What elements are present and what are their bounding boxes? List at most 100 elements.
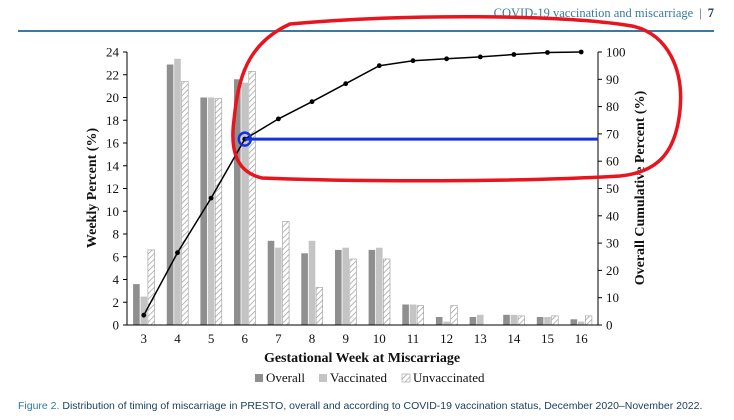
cumulative-point-week-13 xyxy=(477,54,483,60)
legend-label-overall: Overall xyxy=(266,370,305,385)
red-highlight-outline xyxy=(231,14,683,183)
bar-unvaccinated-week-16 xyxy=(584,315,593,326)
cumulative-point-week-3 xyxy=(141,312,147,318)
x-tick-label-13: 13 xyxy=(474,331,487,346)
cumulative-point-week-16 xyxy=(578,49,584,55)
y-tick-label-4: 4 xyxy=(113,272,120,287)
header-rule xyxy=(18,30,714,32)
bar-overall-week-12 xyxy=(435,317,443,325)
bar-overall-week-4 xyxy=(166,64,174,325)
cumulative-point-week-9 xyxy=(343,81,349,87)
bar-vaccinated-week-4 xyxy=(174,58,181,326)
y-tick-label-10: 10 xyxy=(106,204,119,219)
figure-caption: Figure 2. Distribution of timing of misc… xyxy=(18,400,718,412)
bar-overall-week-10 xyxy=(368,249,376,325)
caption-label: Figure 2. xyxy=(18,400,60,412)
cumulative-point-week-15 xyxy=(545,50,550,55)
y2-tick-label-70: 70 xyxy=(606,126,619,141)
cumulative-point-week-14 xyxy=(511,52,517,57)
y2-tick-label-50: 50 xyxy=(606,181,619,196)
bar-vaccinated-week-10 xyxy=(376,247,383,325)
legend-label-vaccinated: Vaccinated xyxy=(330,370,388,385)
y2-tick-label-0: 0 xyxy=(606,318,613,333)
bar-overall-week-13 xyxy=(469,317,477,325)
header-separator: | xyxy=(699,6,702,20)
bar-vaccinated-week-9 xyxy=(342,247,349,325)
x-tick-label-12: 12 xyxy=(440,331,453,346)
bar-vaccinated-week-7 xyxy=(275,247,282,325)
x-tick-label-8: 8 xyxy=(309,331,316,346)
x-tick-label-11: 11 xyxy=(407,331,420,346)
y2-tick-label-40: 40 xyxy=(606,208,619,223)
caption-text: Distribution of timing of miscarriage in… xyxy=(59,400,703,412)
bar-vaccinated-week-13 xyxy=(477,314,484,325)
y-tick-label-2: 2 xyxy=(113,295,120,310)
bar-unvaccinated-week-12 xyxy=(450,305,458,326)
y2-tick-label-100: 100 xyxy=(606,45,626,60)
miscarriage-timing-chart: 0246810121416182022240102030405060708090… xyxy=(85,14,683,385)
bar-unvaccinated-week-5 xyxy=(214,98,223,326)
legend-swatch-unvaccinated xyxy=(401,373,411,383)
bar-unvaccinated-week-4 xyxy=(181,81,189,326)
bar-overall-week-14 xyxy=(503,314,510,325)
cumulative-point-week-12 xyxy=(444,56,449,62)
bar-vaccinated-week-8 xyxy=(308,240,316,325)
legend-swatch-overall xyxy=(255,374,263,382)
y2-tick-label-90: 90 xyxy=(606,72,619,87)
bar-overall-week-15 xyxy=(536,317,544,325)
legend-swatch-vaccinated xyxy=(319,374,327,382)
x-tick-label-5: 5 xyxy=(208,331,215,346)
bar-unvaccinated-week-15 xyxy=(551,315,559,326)
y-axis-title: Weekly Percent (%) xyxy=(85,128,100,249)
x-tick-label-16: 16 xyxy=(575,331,589,346)
bar-overall-week-6 xyxy=(234,79,241,325)
bar-unvaccinated-week-14 xyxy=(517,315,525,326)
bar-unvaccinated-week-6 xyxy=(248,71,256,326)
bar-vaccinated-week-16 xyxy=(577,321,585,325)
bar-vaccinated-week-5 xyxy=(207,97,215,325)
bar-vaccinated-week-11 xyxy=(409,304,417,325)
bar-unvaccinated-week-9 xyxy=(349,258,357,326)
cumulative-point-week-7 xyxy=(276,116,281,122)
x-tick-label-4: 4 xyxy=(174,331,181,346)
bar-unvaccinated-week-3 xyxy=(147,249,155,326)
x-tick-label-15: 15 xyxy=(541,331,554,346)
y2-tick-label-10: 10 xyxy=(606,290,619,305)
y-tick-label-18: 18 xyxy=(106,113,119,128)
x-tick-label-6: 6 xyxy=(242,331,249,346)
bar-vaccinated-week-6 xyxy=(241,82,248,325)
y2-axis-title: Overall Cumulative Percent (%) xyxy=(633,90,648,285)
y-tick-label-14: 14 xyxy=(106,158,120,173)
bar-vaccinated-week-14 xyxy=(510,314,518,325)
cumulative-point-week-11 xyxy=(410,58,416,64)
bar-unvaccinated-week-11 xyxy=(416,305,425,326)
y2-tick-label-30: 30 xyxy=(606,236,619,251)
bar-overall-week-7 xyxy=(267,240,275,325)
cumulative-point-week-4 xyxy=(175,250,180,256)
y2-tick-label-20: 20 xyxy=(606,263,619,278)
cumulative-point-week-8 xyxy=(309,99,315,105)
cumulative-line xyxy=(143,51,582,316)
x-tick-label-3: 3 xyxy=(141,331,148,346)
blue-highlight-circle xyxy=(237,131,253,147)
y2-tick-label-60: 60 xyxy=(606,154,619,169)
x-tick-label-7: 7 xyxy=(275,331,282,346)
bar-unvaccinated-week-10 xyxy=(383,258,391,326)
bar-vaccinated-week-15 xyxy=(544,317,551,325)
bar-unvaccinated-week-8 xyxy=(315,287,324,326)
x-tick-label-10: 10 xyxy=(373,331,386,346)
y-tick-label-20: 20 xyxy=(106,90,119,105)
legend-label-unvaccinated: Unvaccinated xyxy=(413,370,485,385)
y-tick-label-16: 16 xyxy=(106,136,120,151)
cumulative-point-week-5 xyxy=(208,195,214,201)
y-tick-label-6: 6 xyxy=(113,249,120,264)
y-tick-label-24: 24 xyxy=(106,45,120,60)
bar-overall-week-9 xyxy=(335,249,342,325)
bar-unvaccinated-week-7 xyxy=(282,221,290,326)
y-tick-label-22: 22 xyxy=(106,67,119,82)
page-number: 7 xyxy=(707,6,714,20)
cumulative-point-week-10 xyxy=(376,63,382,69)
y-tick-label-8: 8 xyxy=(113,227,120,242)
bar-vaccinated-week-12 xyxy=(443,321,450,325)
bar-overall-week-16 xyxy=(570,319,578,325)
